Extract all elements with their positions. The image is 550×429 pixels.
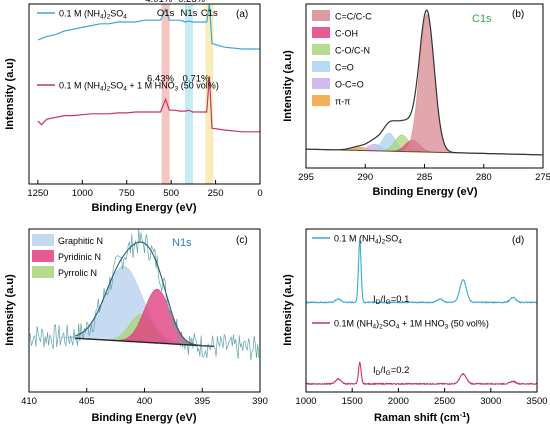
panel-c-xlabel: Binding Energy (eV): [91, 412, 196, 424]
panel-b: 295 290 285 280 275 (b) C1s C=C/C-C C-OH C-O/C…: [282, 3, 550, 198]
x-tick-label: 0: [257, 188, 262, 199]
legend-swatch: [312, 10, 330, 21]
panel-a-legend-series-1: 0.1 M (NH4)2SO4: [37, 9, 127, 21]
panel-d-frame: [305, 228, 538, 393]
legend-text-series-2: 0.1M (NH4)2SO4 + 1M HNO3 (50 vol%): [334, 319, 489, 331]
legend-text: O-C=O: [335, 80, 364, 90]
panel-c-title: N1s: [172, 237, 192, 249]
x-tick-label: 3500: [526, 396, 547, 407]
panel-c-label: (c): [236, 235, 248, 246]
x-tick-label: 250: [208, 188, 224, 199]
component-1: [396, 14, 457, 154]
legend-text: Graphitic N: [58, 236, 103, 246]
x-tick-label: 290: [357, 172, 373, 183]
panel-d-ylabel: Intensity (a.u): [282, 274, 294, 346]
legend-swatch: [312, 95, 330, 106]
band-o1s: [161, 4, 170, 184]
legend-text: C=O: [335, 63, 354, 73]
legend-text-series-1: 0.1 M (NH4)2SO4: [334, 234, 402, 246]
panel-a-label: (a): [236, 9, 248, 20]
panel-c: 410 405 400 395 390 (c) N1s Graphitic N Pyrid…: [4, 228, 268, 424]
legend-text: C-OH: [335, 29, 358, 39]
panel-d-legend-series-2: 0.1M (NH4)2SO4 + 1M HNO3 (50 vol%): [312, 319, 489, 331]
x-tick-label: 2500: [434, 396, 455, 407]
panel-b-ylabel: Intensity (a.u): [282, 50, 294, 122]
band-label-c1s: C1s: [201, 8, 218, 19]
panel-a-legend-series-2: 0.1 M (NH4)2SO4 + 1 M HNO3 (50 vol%): [37, 81, 219, 93]
x-tick-label: 400: [137, 396, 153, 407]
panel-d-legend-series-1: 0.1 M (NH4)2SO4: [312, 234, 402, 246]
series-line-2: [306, 361, 538, 386]
legend-swatch: [312, 78, 330, 89]
x-tick-label: 1500: [342, 396, 363, 407]
x-tick-label: 1000: [295, 396, 316, 407]
x-tick-label: 410: [21, 396, 37, 407]
percent-annotation: 4.01%: [145, 0, 172, 5]
x-tick-label: 3000: [480, 396, 501, 407]
ratio-label-series-2: ID/IG=0.2: [373, 365, 409, 377]
panel-a-ylabel: Intensity (a.u): [4, 58, 16, 130]
raw-data-line: [28, 229, 260, 361]
legend-text: C-O/C-N: [335, 46, 370, 56]
legend-text-series-1: 0.1 M (NH4)2SO4: [59, 9, 127, 21]
panel-d-label: (d): [512, 235, 524, 246]
legend-swatch: [32, 234, 54, 246]
legend-swatch: [32, 266, 54, 278]
x-tick-label: 750: [119, 188, 135, 199]
x-tick-label: 295: [298, 172, 314, 183]
percent-annotation: 6.43%: [147, 73, 174, 84]
x-tick-label: 1000: [72, 188, 93, 199]
x-tick-label: 275: [535, 172, 550, 183]
legend-text: Pyrrolic N: [58, 268, 97, 278]
x-tick-label: 405: [79, 396, 95, 407]
legend-text: π-π: [335, 97, 350, 107]
band-c1s: [205, 4, 214, 184]
envelope-line: [75, 241, 213, 347]
x-tick-label: 1250: [27, 188, 48, 199]
x-tick-label: 500: [163, 188, 179, 199]
legend-swatch: [312, 44, 330, 55]
legend-swatch: [312, 27, 330, 38]
panel-b-label: (b): [512, 9, 524, 20]
band-n1s: [184, 4, 193, 184]
panel-d: 1000 1500 2000 2500 3000 3500 (d) 0.1 M (NH4)…: [282, 228, 548, 424]
ratio-label-series-1: ID/IG=0.1: [373, 294, 409, 306]
series-line-2: [37, 75, 260, 133]
envelope-line: [305, 9, 542, 156]
percent-annotation: 0.23%: [178, 0, 205, 5]
panel-a: 1250 1000 750 500 250 0 (a) O1s N1s C1s 4.01% 0.…: [4, 0, 263, 214]
background-line: [75, 337, 214, 348]
legend-text: Pyridinic N: [58, 252, 101, 262]
panel-b-xlabel: Binding Energy (eV): [372, 186, 477, 198]
x-tick-label: 2000: [388, 396, 409, 407]
x-tick-label: 395: [194, 396, 210, 407]
legend-swatch: [32, 250, 54, 262]
panel-b-title: C1s: [472, 13, 492, 25]
percent-annotation: 0.71%: [183, 73, 210, 84]
panel-d-xlabel: Raman shift (cm-1): [374, 410, 470, 424]
legend-text: C=C/C-C: [335, 12, 372, 22]
panel-c-ylabel: Intensity (a.u): [4, 274, 16, 346]
band-label-n1s: N1s: [180, 8, 197, 19]
series-line-1: [37, 3, 260, 50]
panel-a-frame: [28, 3, 261, 185]
legend-text-series-2: 0.1 M (NH4)2SO4 + 1 M HNO3 (50 vol%): [59, 81, 219, 93]
x-tick-label: 390: [252, 396, 268, 407]
legend-swatch: [312, 61, 330, 72]
x-tick-label: 280: [476, 172, 492, 183]
series-line-1: [305, 240, 538, 304]
panel-a-xlabel: Binding Energy (eV): [91, 202, 196, 214]
x-tick-label: 285: [417, 172, 433, 183]
band-label-o1s: O1s: [157, 8, 175, 19]
